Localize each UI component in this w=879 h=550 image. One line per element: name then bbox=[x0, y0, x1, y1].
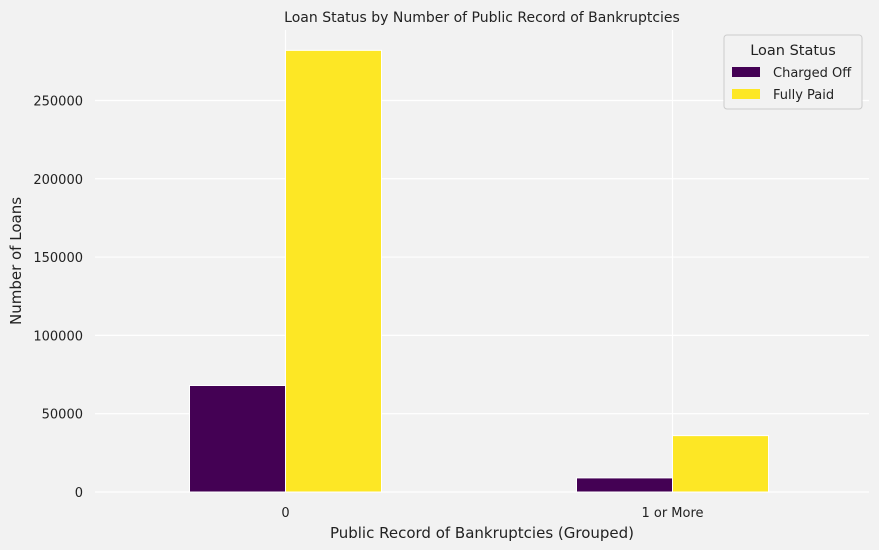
y-tick-label: 0 bbox=[75, 486, 83, 501]
bar-fully-paid-0 bbox=[285, 49, 382, 493]
y-axis-ticks: 0 50000 100000 150000 200000 250000 bbox=[33, 94, 83, 501]
legend-swatch-charged-off bbox=[732, 67, 760, 77]
bar-fully-paid-1 bbox=[672, 435, 769, 493]
y-axis-label: Number of Loans bbox=[7, 197, 25, 325]
x-axis-ticks: 0 1 or More bbox=[281, 506, 703, 521]
legend-label-fully-paid: Fully Paid bbox=[773, 88, 834, 103]
y-tick-label: 200000 bbox=[33, 173, 83, 188]
y-tick-label: 150000 bbox=[33, 251, 83, 266]
bar-charged-off-0 bbox=[189, 385, 286, 493]
x-axis-label: Public Record of Bankruptcies (Grouped) bbox=[330, 524, 634, 542]
chart-title: Loan Status by Number of Public Record o… bbox=[284, 10, 680, 26]
legend-swatch-fully-paid bbox=[732, 89, 760, 99]
y-tick-label: 100000 bbox=[33, 329, 83, 344]
x-tick-label: 0 bbox=[281, 506, 289, 521]
y-tick-label: 50000 bbox=[42, 408, 83, 423]
bar-charged-off-1 bbox=[576, 477, 673, 493]
legend-label-charged-off: Charged Off bbox=[773, 66, 852, 81]
bars bbox=[189, 49, 769, 493]
y-tick-label: 250000 bbox=[33, 94, 83, 109]
legend: Loan Status Charged Off Fully Paid bbox=[723, 34, 863, 110]
legend-title: Loan Status bbox=[750, 43, 836, 59]
x-tick-label: 1 or More bbox=[641, 506, 703, 521]
